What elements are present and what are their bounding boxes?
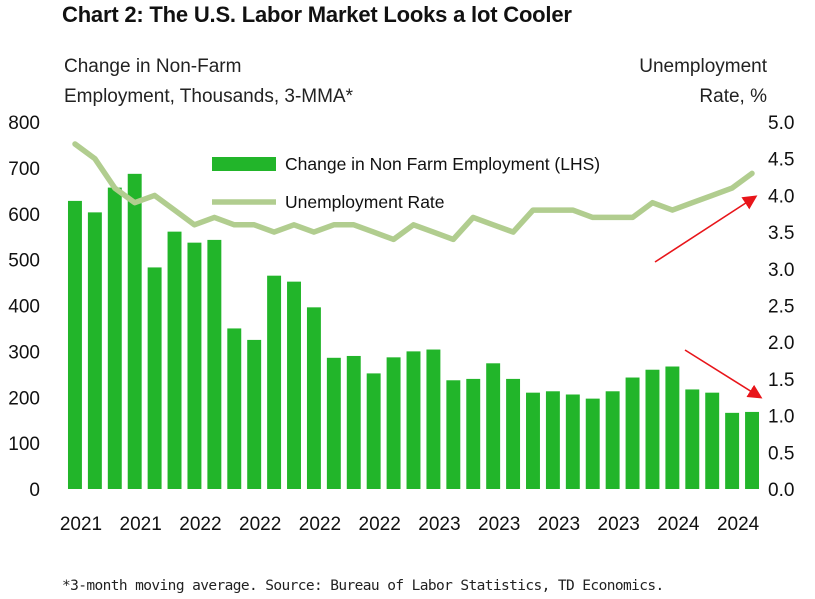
bar <box>585 398 600 489</box>
x-axis-tick-label: 2024 <box>717 514 760 535</box>
bar <box>685 389 700 489</box>
x-axis-tick-label: 2022 <box>359 514 401 535</box>
bar <box>386 357 401 489</box>
left-axis-tick-label: 700 <box>8 159 40 180</box>
right-axis-tick-label: 4.5 <box>768 150 794 171</box>
legend-bar-label: Change in Non Farm Employment (LHS) <box>285 154 600 174</box>
x-axis-tick-label: 2021 <box>120 514 162 535</box>
right-axis-tick-label: 5.0 <box>768 113 794 134</box>
rising-unemployment-arrow <box>654 195 758 263</box>
bar <box>506 378 521 489</box>
bar <box>267 275 282 489</box>
right-axis-tick-label: 0.0 <box>768 480 794 501</box>
x-axis-tick-label: 2024 <box>657 514 700 535</box>
bar <box>207 239 222 489</box>
left-axis-tick-label: 800 <box>8 113 40 134</box>
right-axis-title: Unemployment Rate, % <box>639 52 767 112</box>
left-axis-tick-label: 200 <box>8 388 40 409</box>
x-axis-tick-label: 2023 <box>478 514 520 535</box>
bar <box>745 411 760 489</box>
falling-payrolls-arrow <box>684 349 763 399</box>
left-axis-title-line-2: Employment, Thousands, 3-MMA* <box>64 86 353 107</box>
right-axis-tick-label: 1.5 <box>768 370 794 391</box>
bar <box>326 357 341 489</box>
right-axis-tick-label: 1.0 <box>768 407 794 428</box>
legend-line-label: Unemployment Rate <box>285 192 445 212</box>
left-axis-tick-label: 0 <box>29 480 40 501</box>
bar <box>526 392 540 489</box>
bar <box>545 391 560 489</box>
left-axis-title: Change in Non-Farm Employment, Thousands… <box>64 52 353 112</box>
bar <box>486 363 501 489</box>
bar <box>346 355 361 489</box>
left-axis-title-line-1: Change in Non-Farm <box>64 56 242 77</box>
x-axis-tick-label: 2022 <box>239 514 281 535</box>
bar <box>147 267 162 489</box>
bar <box>605 391 620 489</box>
chart-title: Chart 2: The U.S. Labor Market Looks a l… <box>62 2 572 27</box>
bar <box>366 373 381 489</box>
right-axis-tick-label: 4.0 <box>768 186 794 207</box>
x-axis-tick-label: 2023 <box>418 514 460 535</box>
x-axis-tick-label: 2022 <box>299 514 341 535</box>
bar <box>446 380 461 489</box>
left-axis-tick-label: 300 <box>8 342 40 363</box>
bar <box>227 328 242 489</box>
x-axis-tick-label: 2023 <box>598 514 640 535</box>
right-axis-tick-label: 0.5 <box>768 443 794 464</box>
bar <box>187 242 202 489</box>
bar <box>645 369 660 489</box>
bar <box>287 281 301 489</box>
legend-bar-swatch <box>212 157 276 171</box>
bar <box>625 377 640 489</box>
bar <box>466 378 481 489</box>
x-axis-tick-label: 2022 <box>179 514 221 535</box>
right-axis-title-line-2: Rate, % <box>699 86 767 107</box>
bar <box>87 212 102 489</box>
bar <box>725 412 740 489</box>
x-axis-tick-label: 2021 <box>60 514 102 535</box>
bar <box>306 307 321 489</box>
left-axis-tick-label: 500 <box>8 251 40 272</box>
bar <box>705 392 720 489</box>
bar <box>426 349 441 489</box>
bar <box>247 339 262 489</box>
bar <box>67 200 82 489</box>
x-axis-tick-label: 2023 <box>538 514 580 535</box>
right-axis-tick-label: 2.5 <box>768 297 794 318</box>
unemployment-line <box>72 141 755 243</box>
left-axis-tick-label: 100 <box>8 434 40 455</box>
right-axis-tick-label: 3.0 <box>768 260 794 281</box>
bar <box>107 187 122 489</box>
bar <box>665 366 680 489</box>
bar <box>406 351 421 489</box>
right-axis-tick-label: 3.5 <box>768 223 794 244</box>
source-note: *3-month moving average. Source: Bureau … <box>62 578 664 594</box>
right-axis-title-line-1: Unemployment <box>639 56 767 77</box>
bar <box>167 231 182 490</box>
left-axis-tick-label: 600 <box>8 205 40 226</box>
bar <box>565 394 580 489</box>
right-axis-tick-label: 2.0 <box>768 333 794 354</box>
bar <box>127 173 142 489</box>
left-axis-tick-label: 400 <box>8 297 40 318</box>
